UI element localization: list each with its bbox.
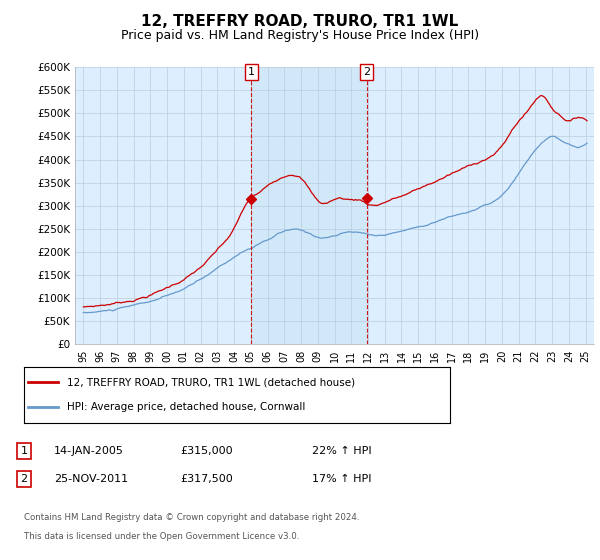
Text: 17% ↑ HPI: 17% ↑ HPI bbox=[312, 474, 371, 484]
Text: 12, TREFFRY ROAD, TRURO, TR1 1WL: 12, TREFFRY ROAD, TRURO, TR1 1WL bbox=[142, 14, 458, 29]
Text: 1: 1 bbox=[20, 446, 28, 456]
Text: 1: 1 bbox=[248, 67, 255, 77]
Text: 25-NOV-2011: 25-NOV-2011 bbox=[54, 474, 128, 484]
Text: £315,000: £315,000 bbox=[180, 446, 233, 456]
Text: 22% ↑ HPI: 22% ↑ HPI bbox=[312, 446, 371, 456]
Text: 2: 2 bbox=[363, 67, 370, 77]
Text: Price paid vs. HM Land Registry's House Price Index (HPI): Price paid vs. HM Land Registry's House … bbox=[121, 29, 479, 42]
Text: HPI: Average price, detached house, Cornwall: HPI: Average price, detached house, Corn… bbox=[67, 402, 305, 412]
Bar bbox=[251, 67, 367, 344]
Text: £317,500: £317,500 bbox=[180, 474, 233, 484]
Text: 12, TREFFRY ROAD, TRURO, TR1 1WL (detached house): 12, TREFFRY ROAD, TRURO, TR1 1WL (detach… bbox=[67, 377, 355, 388]
Text: Contains HM Land Registry data © Crown copyright and database right 2024.: Contains HM Land Registry data © Crown c… bbox=[24, 514, 359, 522]
Text: 14-JAN-2005: 14-JAN-2005 bbox=[54, 446, 124, 456]
Text: This data is licensed under the Open Government Licence v3.0.: This data is licensed under the Open Gov… bbox=[24, 532, 299, 541]
Text: 2: 2 bbox=[20, 474, 28, 484]
